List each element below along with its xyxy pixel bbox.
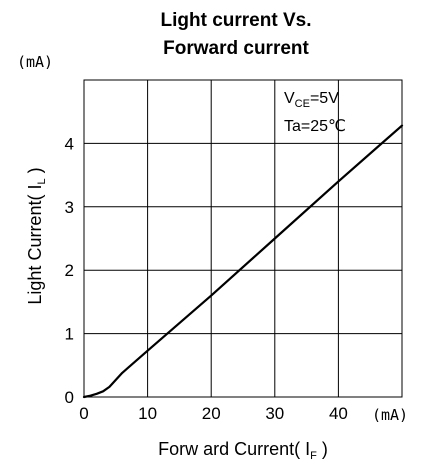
plot-frame: [83, 79, 403, 398]
y-axis-label-main: Light Current( I: [25, 185, 45, 305]
x-axis-label-end: ): [317, 439, 328, 459]
tick-labels: 0 10 20 30 40 0 1 2 3 4: [65, 134, 348, 423]
x-tick-label-0: 0: [79, 404, 88, 423]
vce-annotation: VCE=5V: [284, 90, 339, 110]
ta-annotation: Ta=25℃: [284, 118, 346, 135]
x-axis-label: Forw ard Current( IF ): [158, 439, 328, 462]
x-tick-label-20: 20: [202, 404, 221, 423]
x-tick-label-40: 40: [329, 404, 348, 423]
series-line-light-current: [82, 124, 404, 399]
y-tick-label-4: 4: [65, 134, 74, 153]
y-tick-label-2: 2: [65, 261, 74, 280]
x-unit-label: (mA): [372, 406, 408, 424]
x-tick-label-10: 10: [138, 404, 157, 423]
vce-subscript: CE: [295, 98, 310, 110]
y-unit-label: (mA): [17, 53, 53, 71]
y-axis-label-end: ): [25, 167, 45, 178]
chart-title-line-2: Forward current: [163, 38, 309, 59]
grid: [84, 80, 402, 397]
y-axis-label-sub: L: [36, 178, 48, 184]
y-tick-label-1: 1: [65, 325, 74, 344]
x-axis-label-sub: F: [310, 450, 317, 462]
x-axis-label-main: Forw ard Current( I: [158, 439, 310, 459]
y-tick-label-0: 0: [65, 388, 74, 407]
y-axis-label: Light Current( IL ): [25, 167, 48, 304]
chart-title-line-1: Light current Vs.: [161, 10, 312, 31]
x-tick-label-30: 30: [265, 404, 284, 423]
y-tick-label-3: 3: [65, 198, 74, 217]
vce-value: =5V: [310, 90, 339, 107]
vce-symbol: V: [284, 90, 295, 107]
